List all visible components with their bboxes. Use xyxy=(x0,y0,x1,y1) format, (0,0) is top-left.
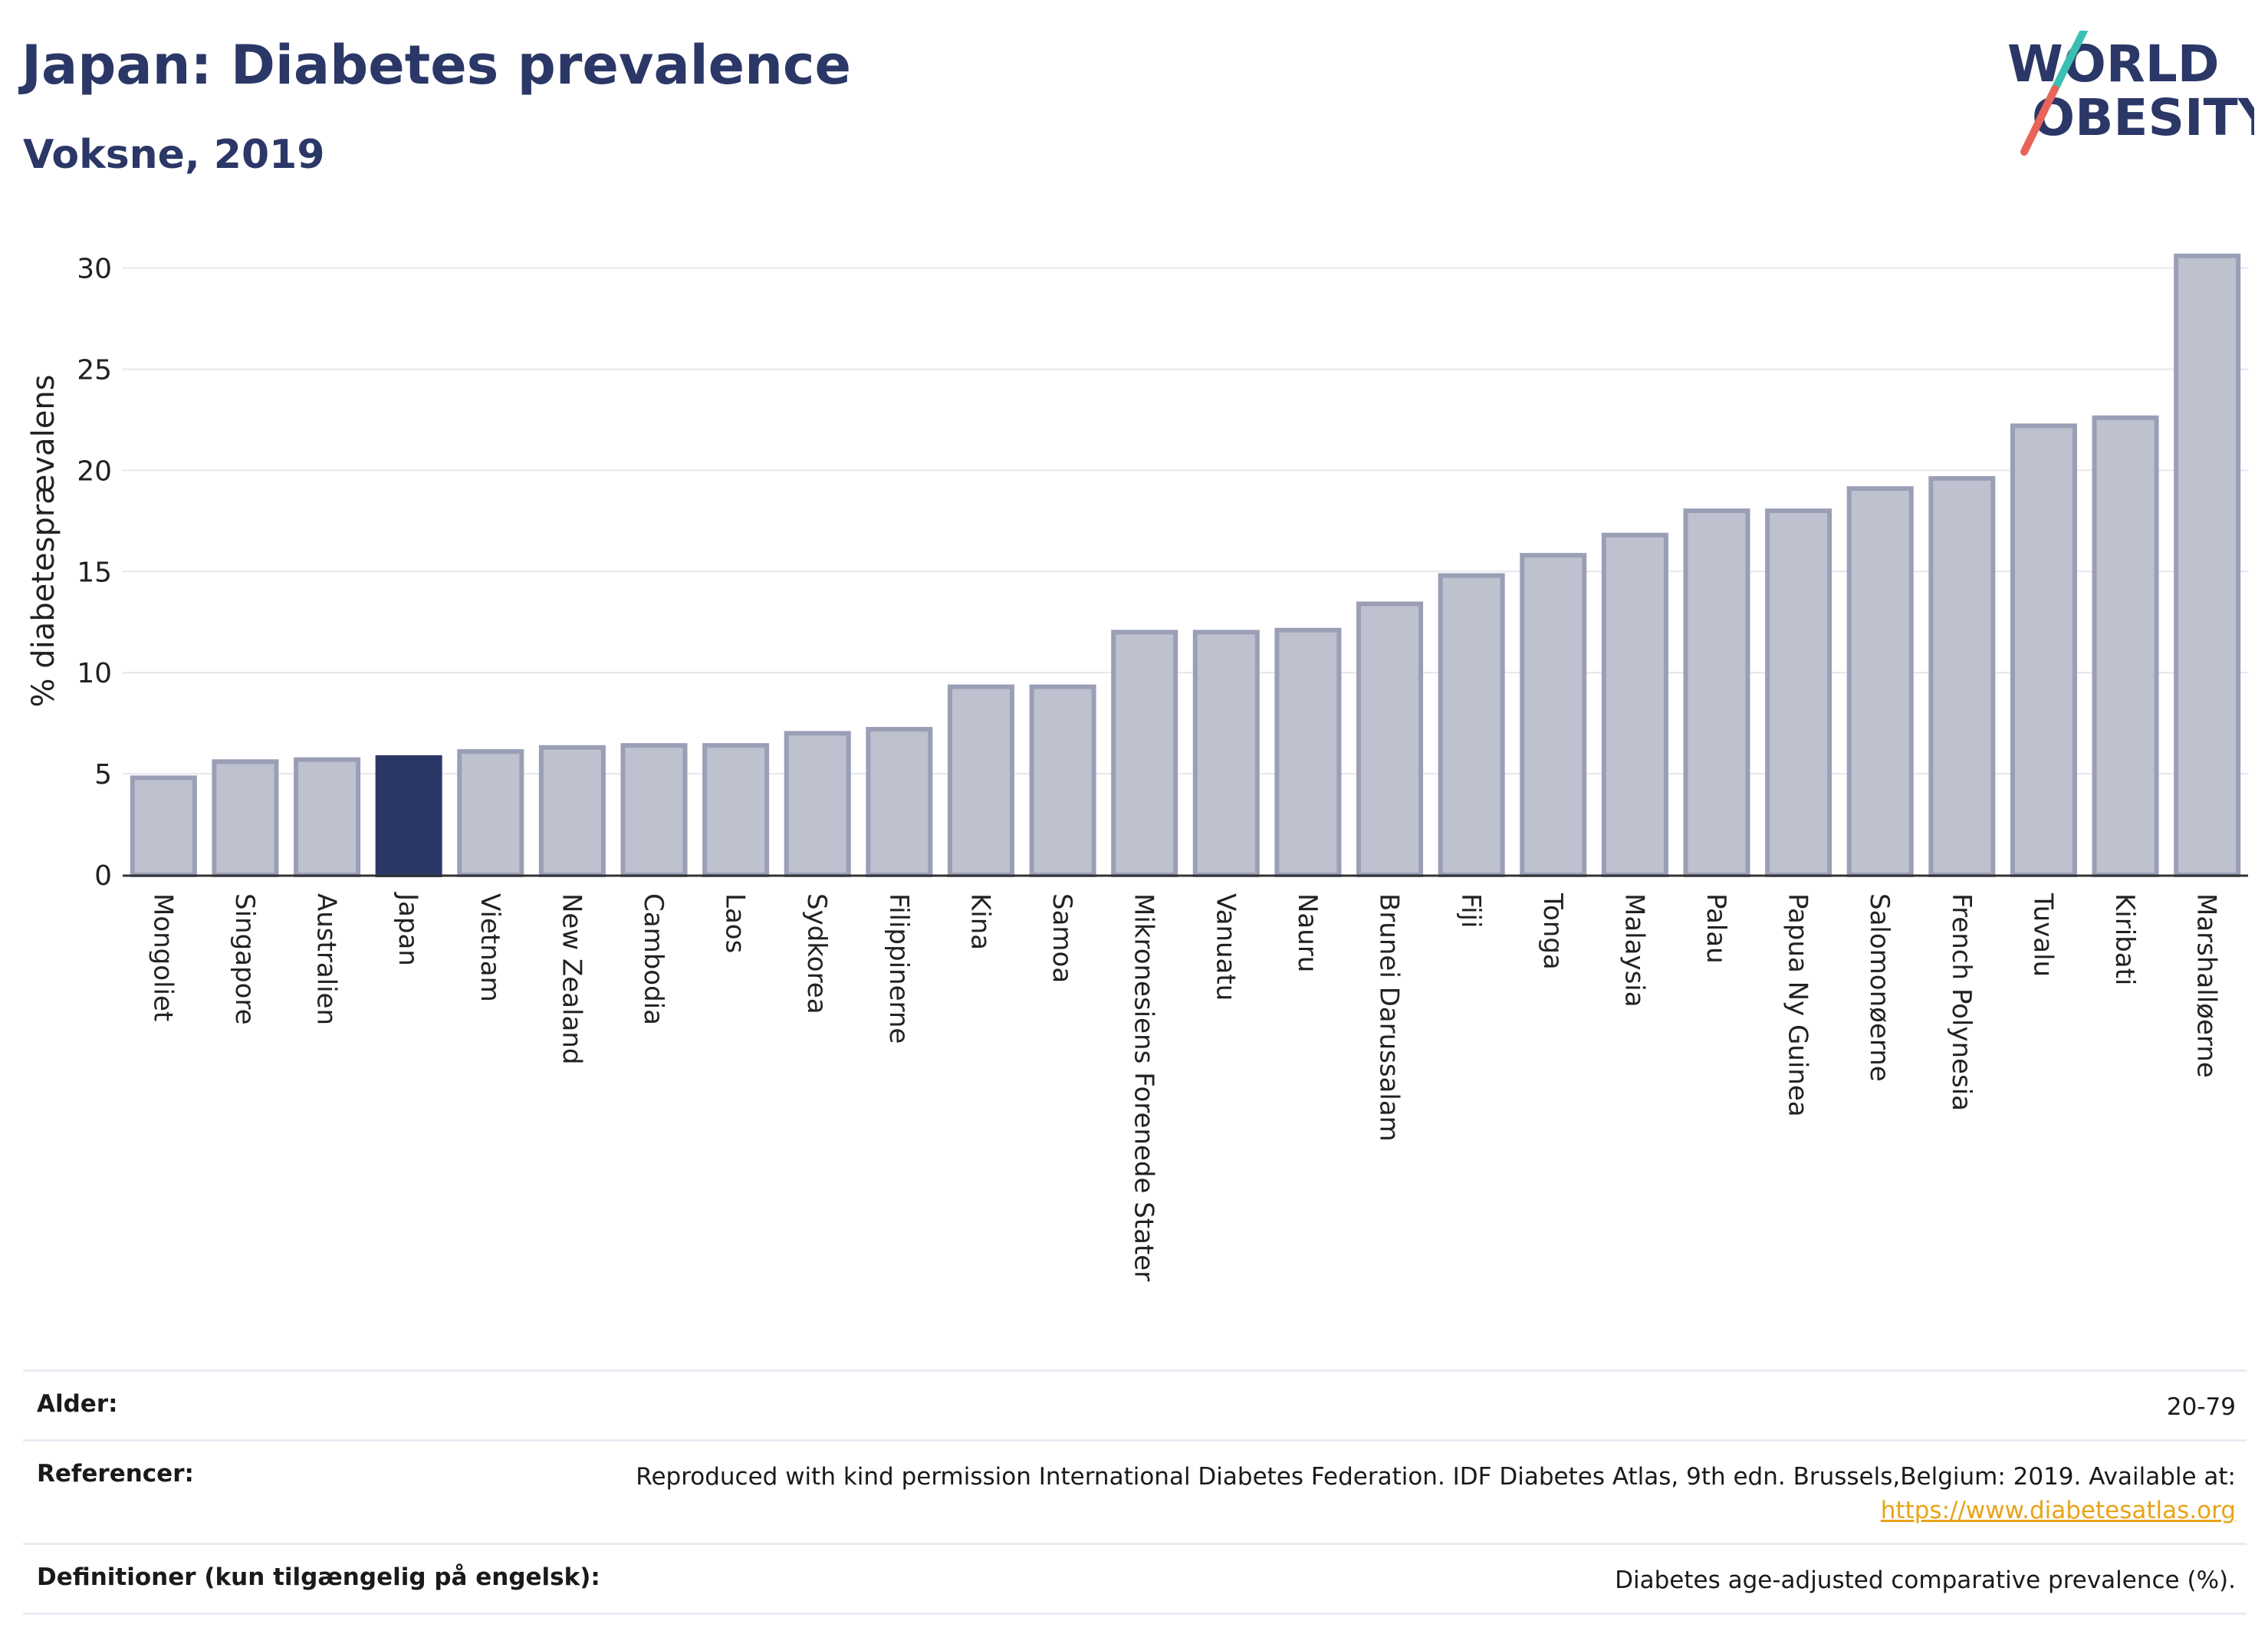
y-tick-label: 25 xyxy=(77,354,112,386)
x-tick-label: New Zealand xyxy=(556,893,587,1064)
logo-line-2: OBESITY xyxy=(2032,88,2254,147)
bar-singapore xyxy=(212,759,279,877)
meta-label-definitions: Definitioner (kun tilgængelig på engelsk… xyxy=(37,1563,600,1592)
bar-brunei-darussalam xyxy=(1356,601,1424,877)
bar-chart: 0 5 10 15 20 25 30 Mongoliet Singapore Australie… xyxy=(26,253,2248,1281)
x-tick-label: Cambodia xyxy=(638,893,669,1025)
bar-vanuatu xyxy=(1192,630,1260,878)
x-tick-label: Laos xyxy=(720,893,751,953)
bar-salomonøerne xyxy=(1846,486,1914,877)
y-tick-label: 20 xyxy=(77,455,112,487)
meta-value-references: Reproduced with kind permission Internat… xyxy=(636,1460,2236,1527)
x-tick-label: Salomonøerne xyxy=(1864,893,1895,1082)
x-tick-label: Brunei Darussalam xyxy=(1374,893,1405,1142)
bar-kiribati xyxy=(2092,415,2159,877)
bar-french-polynesia xyxy=(1928,475,1996,877)
x-tick-label: Kina xyxy=(965,893,995,950)
y-axis-title: % diabetesprævalens xyxy=(26,374,61,707)
bar-kina xyxy=(947,684,1014,878)
x-tick-label: Singapore xyxy=(229,893,260,1025)
meta-row-references: Referencer: Reproduced with kind permiss… xyxy=(23,1439,2247,1543)
x-tick-label: Palau xyxy=(1701,893,1731,964)
x-tick-label: Japan xyxy=(393,892,423,966)
bar-tonga xyxy=(1520,553,1587,877)
y-tick-label: 10 xyxy=(77,658,112,689)
x-tick-label: Australien xyxy=(311,893,342,1025)
bar-australien xyxy=(294,757,361,878)
x-tick-label: Papua Ny Guinea xyxy=(1783,893,1813,1117)
world-obesity-logo: WORLD OBESITY xyxy=(2007,31,2254,156)
bar-japan xyxy=(375,755,442,877)
bar-new-zealand xyxy=(538,745,606,877)
x-tick-label: Marshalløerne xyxy=(2191,893,2222,1078)
bar-fiji xyxy=(1438,573,1505,877)
bar-filippinerne xyxy=(866,727,933,877)
y-axis-ticks: 0 5 10 15 20 25 30 xyxy=(77,254,112,892)
meta-value-age: 20-79 xyxy=(2166,1393,2236,1421)
bar-papua-ny-guinea xyxy=(1765,508,1832,877)
meta-value-definitions: Diabetes age-adjusted comparative preval… xyxy=(1615,1567,2236,1595)
bar-marshalløerne xyxy=(2174,253,2241,877)
x-tick-label: Mongoliet xyxy=(147,893,178,1021)
bar-mongoliet xyxy=(130,775,197,877)
x-tick-label: Tuvalu xyxy=(2027,893,2058,977)
bar-laos xyxy=(702,743,770,878)
x-tick-label: Vietnam xyxy=(475,893,505,1002)
bar-palau xyxy=(1683,508,1750,877)
meta-row-age: Alder: 20-79 xyxy=(23,1369,2247,1439)
bar-sydkorea xyxy=(784,731,851,877)
logo-slash-top xyxy=(2051,31,2088,93)
logo-slash-bottom xyxy=(2020,85,2059,156)
y-tick-label: 30 xyxy=(77,254,112,285)
bar-samoa xyxy=(1029,684,1096,878)
bar-nauru xyxy=(1274,627,1342,877)
x-tick-label: Sydkorea xyxy=(801,893,832,1014)
metadata-table: Alder: 20-79 Referencer: Reproduced with… xyxy=(23,1369,2247,1616)
x-tick-label: Vanuatu xyxy=(1210,893,1241,1001)
y-tick-label: 5 xyxy=(94,759,112,791)
y-tick-label: 0 xyxy=(94,860,112,892)
bar-mikronesiens-forenede-stater xyxy=(1111,630,1178,878)
x-tick-label: Mikronesiens Forenede Stater xyxy=(1129,893,1159,1281)
bars xyxy=(130,253,2241,878)
bar-cambodia xyxy=(620,743,688,878)
bar-vietnam xyxy=(457,749,524,877)
meta-label-age: Alder: xyxy=(37,1390,118,1418)
x-tick-label: Fiji xyxy=(1455,893,1486,928)
page-subtitle: Voksne, 2019 xyxy=(23,132,325,178)
x-tick-label: Tonga xyxy=(1537,893,1568,970)
page-title: Japan: Diabetes prevalence xyxy=(21,34,851,97)
x-tick-label: Nauru xyxy=(1292,893,1323,972)
meta-label-references: Referencer: xyxy=(37,1460,194,1488)
x-axis-ticks: Mongoliet Singapore Australien Japan Vietnam… xyxy=(147,892,2221,1281)
diabetesatlas-link[interactable]: https://www.diabetesatlas.org xyxy=(1880,1497,2236,1525)
reference-text: Reproduced with kind permission Internat… xyxy=(636,1463,2236,1491)
bar-malaysia xyxy=(1601,532,1668,877)
x-tick-label: Malaysia xyxy=(1619,893,1649,1008)
x-tick-label: Samoa xyxy=(1047,893,1077,983)
x-tick-label: Kiribati xyxy=(2109,893,2140,985)
x-tick-label: French Polynesia xyxy=(1946,893,1977,1111)
bar-tuvalu xyxy=(2010,423,2077,878)
y-tick-label: 15 xyxy=(77,557,112,588)
logo-line-1: WORLD xyxy=(2007,35,2220,94)
x-tick-label: Filippinerne xyxy=(883,893,914,1044)
meta-row-definitions: Definitioner (kun tilgængelig på engelsk… xyxy=(23,1543,2247,1616)
